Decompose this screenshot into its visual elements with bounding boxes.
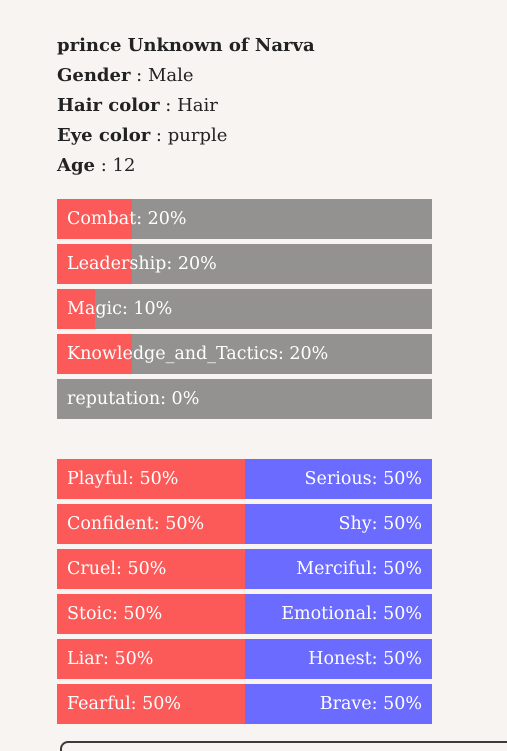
trait-bar-cruel-merciful: Cruel: 50% Merciful: 50% bbox=[57, 549, 432, 589]
stat-label: Magic: 10% bbox=[67, 299, 173, 319]
trait-left-label: Cruel: 50% bbox=[67, 559, 167, 579]
hair-row: Hair color : Hair bbox=[57, 95, 218, 116]
age-value: 12 bbox=[112, 155, 136, 176]
next-panel-edge bbox=[60, 741, 507, 751]
stat-fill bbox=[57, 334, 132, 374]
trait-bar-liar-honest: Liar: 50% Honest: 50% bbox=[57, 639, 432, 679]
trait-left-label: Stoic: 50% bbox=[67, 604, 163, 624]
eye-value: purple bbox=[167, 125, 228, 146]
trait-bar-stoic-emotional: Stoic: 50% Emotional: 50% bbox=[57, 594, 432, 634]
trait-left-label: Confident: 50% bbox=[67, 514, 205, 534]
trait-bar-fearful-brave: Fearful: 50% Brave: 50% bbox=[57, 684, 432, 724]
gender-value: Male bbox=[147, 65, 194, 86]
character-info: prince Unknown of Narva Gender : Male Ha… bbox=[57, 31, 315, 181]
gender-label: Gender bbox=[57, 65, 131, 86]
stat-bar-combat: Combat: 20% bbox=[57, 199, 432, 239]
stat-bar-leadership: Leadership: 20% bbox=[57, 244, 432, 284]
trait-right-label: Brave: 50% bbox=[319, 694, 422, 714]
trait-left-fill bbox=[57, 594, 245, 634]
stat-label: Knowledge_and_Tactics: 20% bbox=[67, 344, 329, 364]
trait-left-label: Fearful: 50% bbox=[67, 694, 182, 714]
skill-bars: Combat: 20% Leadership: 20% Magic: 10% K… bbox=[57, 199, 432, 424]
age-row: Age : 12 bbox=[57, 155, 136, 176]
gender-row: Gender : Male bbox=[57, 65, 194, 86]
eye-label: Eye color bbox=[57, 125, 151, 146]
stat-label: Leadership: 20% bbox=[67, 254, 217, 274]
trait-right-label: Serious: 50% bbox=[304, 469, 422, 489]
eye-row: Eye color : purple bbox=[57, 125, 228, 146]
trait-left-fill bbox=[57, 459, 245, 499]
stat-bar-reputation: reputation: 0% bbox=[57, 379, 432, 419]
trait-right-label: Honest: 50% bbox=[308, 649, 422, 669]
trait-right-label: Merciful: 50% bbox=[296, 559, 422, 579]
trait-left-label: Liar: 50% bbox=[67, 649, 154, 669]
age-label: Age bbox=[57, 155, 96, 176]
stat-fill bbox=[57, 199, 132, 239]
hair-label: Hair color bbox=[57, 95, 160, 116]
trait-right-label: Emotional: 50% bbox=[281, 604, 422, 624]
trait-left-fill bbox=[57, 639, 245, 679]
trait-bar-confident-shy: Confident: 50% Shy: 50% bbox=[57, 504, 432, 544]
stat-fill bbox=[57, 244, 132, 284]
stat-label: Combat: 20% bbox=[67, 209, 187, 229]
stat-bar-magic: Magic: 10% bbox=[57, 289, 432, 329]
personality-bars: Playful: 50% Serious: 50% Confident: 50%… bbox=[57, 459, 432, 729]
character-name: prince Unknown of Narva bbox=[57, 35, 315, 56]
stat-fill bbox=[57, 289, 95, 329]
trait-left-fill bbox=[57, 684, 245, 724]
stat-bar-knowledge: Knowledge_and_Tactics: 20% bbox=[57, 334, 432, 374]
trait-left-fill bbox=[57, 504, 245, 544]
trait-right-label: Shy: 50% bbox=[338, 514, 422, 534]
stat-label: reputation: 0% bbox=[67, 389, 200, 409]
trait-bar-playful-serious: Playful: 50% Serious: 50% bbox=[57, 459, 432, 499]
trait-left-fill bbox=[57, 549, 245, 589]
trait-left-label: Playful: 50% bbox=[67, 469, 179, 489]
hair-value: Hair bbox=[177, 95, 218, 116]
